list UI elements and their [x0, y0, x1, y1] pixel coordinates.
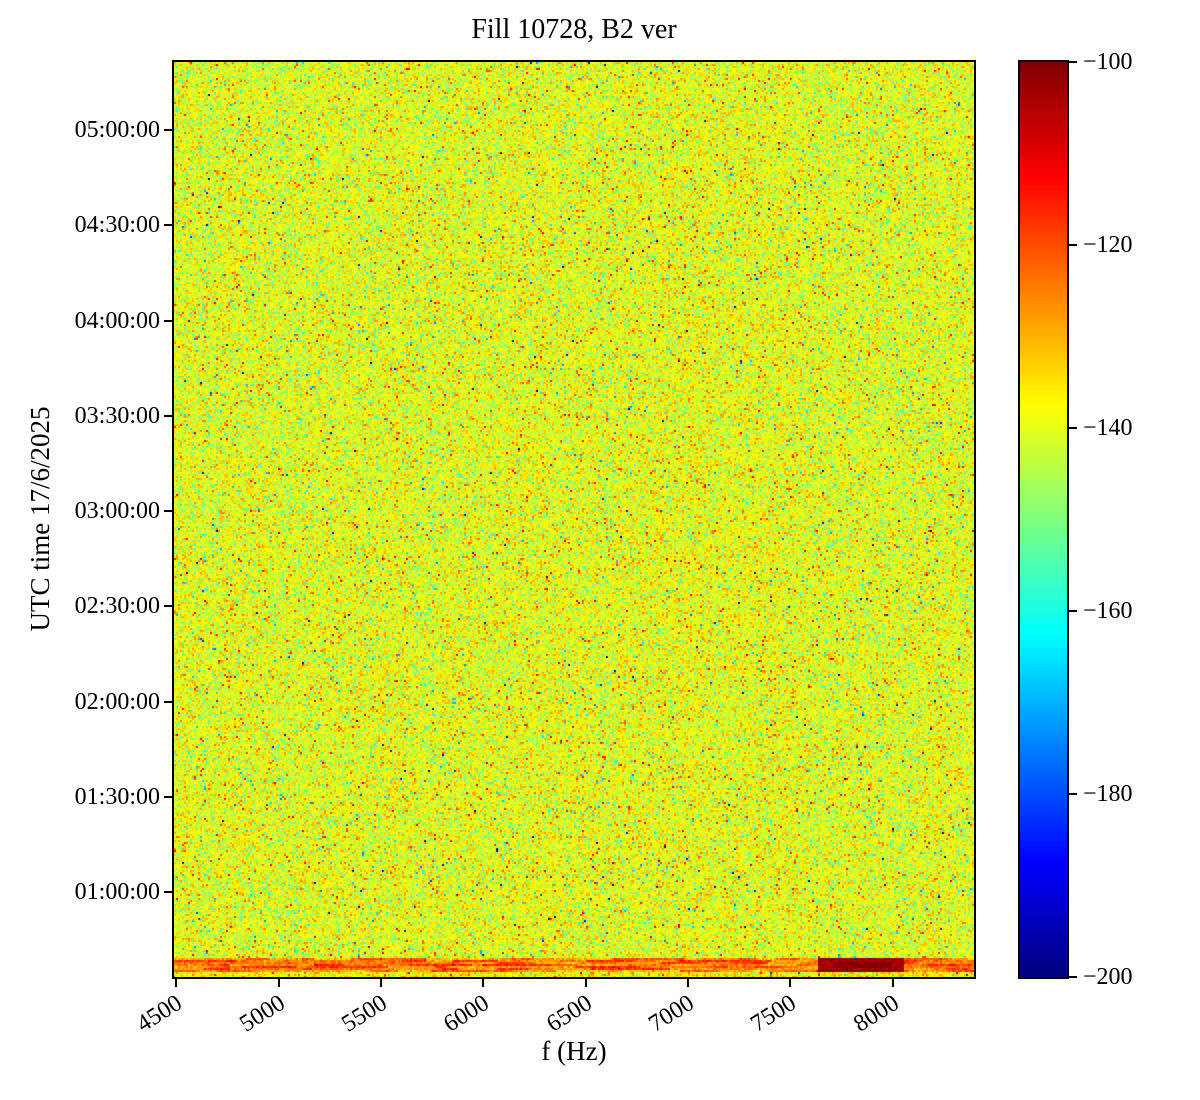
colorbar [1020, 62, 1067, 977]
tick-mark [686, 979, 689, 987]
y-tick-label: 04:30:00 [74, 212, 160, 239]
x-axis-label: f (Hz) [541, 1036, 607, 1066]
spectrogram-heatmap [174, 62, 974, 977]
tick-mark [164, 795, 172, 798]
tick-mark [164, 700, 172, 703]
plot-border [172, 60, 976, 979]
tick-mark [164, 414, 172, 417]
y-tick-label: 01:00:00 [74, 879, 160, 905]
tick-mark [164, 224, 172, 227]
tick-mark [164, 319, 172, 322]
tick-mark [1069, 61, 1077, 63]
tick-mark [164, 605, 172, 608]
tick-mark [1069, 976, 1077, 978]
y-tick-label: 05:00:00 [74, 116, 160, 143]
y-tick-label: 01:30:00 [74, 783, 160, 810]
tick-mark [789, 979, 792, 987]
y-tick-label: 04:00:00 [74, 307, 160, 334]
y-tick-label: 02:30:00 [74, 593, 160, 620]
colorbar-tick-label: −120 [1083, 232, 1133, 258]
tick-mark [164, 128, 172, 131]
colorbar-tick-label: −160 [1083, 598, 1133, 624]
chart-title: Fill 10728, B2 ver [471, 14, 677, 45]
colorbar-tick-label: −200 [1083, 964, 1133, 990]
colorbar-border [1018, 60, 1069, 979]
tick-mark [891, 979, 894, 987]
tick-mark [482, 979, 485, 987]
tick-mark [1069, 610, 1077, 612]
tick-mark [584, 979, 587, 987]
y-tick-label: 03:00:00 [74, 498, 160, 524]
tick-mark [1069, 793, 1077, 795]
tick-mark [277, 979, 280, 987]
tick-mark [164, 510, 172, 512]
y-tick-label: 03:30:00 [74, 402, 160, 429]
colorbar-tick-label: −140 [1083, 415, 1133, 441]
colorbar-tick-label: −180 [1083, 781, 1133, 807]
tick-mark [164, 891, 172, 893]
tick-mark [175, 979, 178, 987]
tick-mark [1069, 427, 1077, 429]
tick-mark [1069, 244, 1077, 246]
colorbar-tick-label: −100 [1083, 49, 1133, 75]
tick-mark [380, 979, 383, 987]
y-tick-label: 02:00:00 [74, 688, 160, 715]
